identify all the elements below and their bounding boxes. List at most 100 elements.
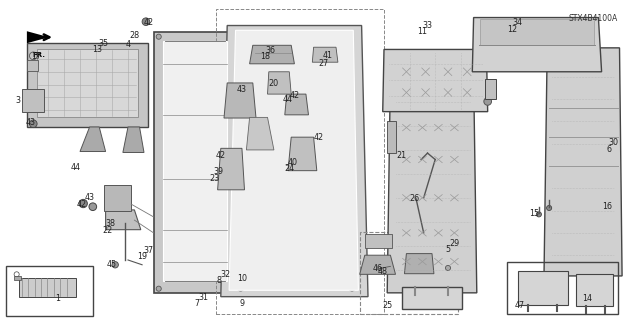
Polygon shape [37,49,138,117]
Polygon shape [229,30,358,290]
Circle shape [445,265,451,271]
Text: 43: 43 [237,85,247,94]
Circle shape [142,18,150,26]
Text: 3: 3 [15,96,20,105]
Circle shape [156,34,161,39]
Text: 21: 21 [397,151,407,160]
Bar [507,262,618,314]
Bar [360,232,458,314]
Circle shape [348,283,356,291]
Polygon shape [576,274,613,306]
Text: 26: 26 [410,194,420,203]
Text: 30: 30 [608,138,618,147]
Polygon shape [27,60,38,71]
Bar [174,238,216,258]
Text: 40: 40 [288,158,298,167]
Circle shape [112,262,118,268]
Polygon shape [22,89,44,112]
Text: 42: 42 [216,151,226,160]
Circle shape [229,34,234,39]
Text: 17: 17 [31,52,42,61]
Text: 44: 44 [283,95,293,104]
Text: 12: 12 [507,25,517,34]
Text: 19: 19 [137,252,147,261]
Text: 23: 23 [209,174,220,182]
Text: 1: 1 [55,294,60,303]
Text: 35: 35 [99,39,109,48]
Circle shape [156,286,161,291]
Circle shape [370,257,381,269]
Circle shape [536,212,541,217]
Text: 37: 37 [143,246,154,255]
Text: 20: 20 [269,79,279,88]
Polygon shape [404,254,434,274]
Circle shape [283,161,291,169]
Polygon shape [123,127,144,152]
Text: 28: 28 [129,31,140,40]
Circle shape [321,49,330,58]
Text: 14: 14 [582,294,593,303]
Polygon shape [480,19,594,45]
Text: 45: 45 [107,260,117,269]
Polygon shape [27,31,49,43]
Polygon shape [268,72,291,94]
Text: 43: 43 [26,118,36,127]
Text: 18: 18 [260,52,271,61]
Polygon shape [518,271,568,305]
Text: 13: 13 [92,45,102,54]
Bar [216,9,384,314]
Text: 22: 22 [102,226,113,235]
Circle shape [225,162,239,176]
Polygon shape [402,287,462,309]
Text: 36: 36 [265,46,275,55]
Circle shape [413,256,425,268]
Circle shape [424,265,429,271]
Polygon shape [383,49,488,112]
Text: 16: 16 [602,202,612,211]
Polygon shape [285,94,308,115]
Circle shape [484,98,492,105]
Polygon shape [221,26,368,297]
Polygon shape [360,255,396,274]
Polygon shape [14,276,21,280]
Circle shape [229,286,234,291]
Polygon shape [104,185,131,211]
Text: 41: 41 [323,51,333,60]
Text: 5: 5 [445,245,451,254]
Circle shape [29,120,37,128]
Polygon shape [163,41,227,281]
Text: 42: 42 [314,133,324,142]
Polygon shape [19,278,76,297]
Text: 42: 42 [289,91,300,100]
Circle shape [315,133,323,141]
Text: 32: 32 [220,270,230,279]
Polygon shape [218,148,244,190]
Circle shape [79,199,87,208]
Text: 48: 48 [378,267,388,276]
Text: 33: 33 [422,21,433,30]
Polygon shape [387,75,477,293]
Circle shape [109,194,115,200]
Text: FR.: FR. [32,52,45,58]
Text: 9: 9 [239,299,244,308]
Polygon shape [106,210,141,230]
Text: 7: 7 [195,299,200,308]
Circle shape [547,205,552,211]
Polygon shape [27,43,148,127]
Text: 42: 42 [77,200,87,209]
Polygon shape [80,127,106,152]
Text: 11: 11 [417,27,428,36]
Text: 43: 43 [84,193,95,202]
Text: 8: 8 [216,276,221,285]
Text: STX4B4100A: STX4B4100A [568,14,618,23]
Text: 15: 15 [529,209,540,218]
Text: 42: 42 [143,19,154,27]
Text: 47: 47 [515,301,525,310]
Circle shape [374,237,383,247]
Text: 25: 25 [382,301,392,310]
Text: 38: 38 [105,219,115,228]
Polygon shape [472,18,602,72]
Bar [278,137,320,156]
Polygon shape [154,32,237,293]
Text: 44: 44 [70,163,81,172]
